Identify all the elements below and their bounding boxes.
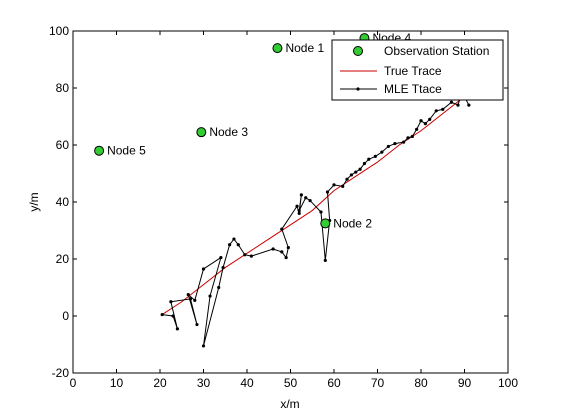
mle-trace-point	[467, 103, 471, 107]
mle-trace-point	[280, 227, 284, 231]
true-trace-line	[161, 73, 487, 315]
x-tick-label: 10	[110, 376, 124, 390]
mle-trace-point	[402, 140, 406, 144]
mle-trace-point	[219, 255, 223, 260]
mle-trace-point	[243, 253, 247, 257]
mle-trace-point	[341, 184, 345, 188]
mle-trace-point	[386, 144, 390, 149]
mle-trace-point	[236, 243, 240, 247]
station-label: Node 1	[285, 41, 324, 55]
station-marker	[320, 218, 331, 229]
mle-trace-point	[186, 293, 190, 297]
station-marker	[196, 127, 207, 138]
mle-trace-point	[456, 103, 460, 107]
x-tick-label: 70	[371, 376, 385, 390]
mle-trace-point	[308, 198, 312, 203]
mle-trace-point	[358, 167, 362, 171]
mle-trace-point	[249, 254, 253, 258]
legend: Observation Station True Trace MLE Ttace	[331, 39, 504, 101]
legend-true-label: True Trace	[384, 64, 442, 78]
station-marker	[272, 43, 283, 54]
mle-trace-point	[423, 122, 427, 126]
mle-trace-point	[354, 170, 358, 174]
x-tick-label: 60	[327, 376, 341, 390]
mle-trace-point	[428, 117, 432, 121]
mle-trace-point	[319, 210, 323, 214]
y-tick-label: 100	[49, 24, 69, 38]
mle-trace-point	[228, 243, 232, 247]
mle-trace-point	[349, 173, 353, 177]
mle-trace-point	[419, 119, 423, 123]
station-marker	[94, 145, 105, 156]
y-tick-label: 20	[56, 252, 70, 266]
mle-trace-point	[297, 211, 301, 215]
y-axis-label: y/m	[27, 192, 41, 211]
x-tick-label: 0	[70, 376, 77, 390]
mle-trace-point	[299, 193, 303, 197]
x-tick-label: 50	[284, 376, 298, 390]
mle-trace-point	[297, 208, 301, 213]
mle-trace-point	[193, 298, 197, 302]
mle-trace-point	[188, 297, 193, 301]
mle-trace-point	[208, 294, 212, 298]
mle-trace-point	[332, 183, 336, 187]
mle-trace-series	[160, 94, 471, 348]
y-tick-label: -20	[52, 366, 70, 380]
mle-trace-point	[201, 344, 206, 348]
mle-trace-point	[286, 246, 290, 250]
x-tick-label: 90	[458, 376, 472, 390]
station-label: Node 2	[333, 216, 372, 230]
mle-trace-point	[449, 100, 454, 104]
station-label: Node 5	[107, 144, 146, 158]
mle-trace-point	[373, 154, 377, 158]
mle-trace-point	[410, 134, 414, 139]
mle-trace-point	[323, 258, 327, 263]
x-tick-label: 100	[498, 376, 518, 390]
x-tick-label: 80	[414, 376, 428, 390]
mle-trace-point	[393, 141, 397, 146]
x-tick-label: 40	[240, 376, 254, 390]
mle-trace-point	[232, 237, 236, 241]
mle-trace-point	[406, 136, 410, 140]
true-trace-series	[161, 73, 487, 315]
mle-trace-point	[171, 314, 175, 318]
mle-trace-point	[271, 247, 275, 251]
mle-trace-point	[195, 322, 199, 327]
mle-trace-point	[415, 127, 419, 131]
mle-trace-point	[221, 265, 225, 270]
mle-trace-point	[295, 204, 299, 208]
mle-trace-point	[380, 150, 384, 154]
mle-trace-point	[160, 312, 164, 317]
y-tick-label: 60	[56, 138, 70, 152]
mle-trace-point	[304, 196, 308, 200]
mle-trace-point	[362, 161, 367, 166]
legend-station-label: Observation Station	[384, 44, 489, 58]
mle-trace-point	[284, 255, 288, 260]
x-tick-label: 30	[197, 376, 211, 390]
legend-mle-marker	[356, 87, 360, 91]
mle-trace-point	[169, 300, 173, 304]
y-tick-label: 80	[56, 81, 70, 95]
y-tick-label: 40	[56, 195, 70, 209]
y-tick-label: 0	[62, 309, 69, 323]
legend-station-marker	[353, 46, 363, 56]
x-axis-label: x/m	[280, 397, 299, 411]
mle-trace-point	[175, 327, 179, 331]
mle-trace-point	[325, 190, 330, 194]
legend-mle-label: MLE Ttace	[384, 82, 442, 96]
mle-trace-point	[345, 177, 349, 181]
station-label: Node 3	[209, 125, 248, 139]
x-tick-label: 20	[153, 376, 167, 390]
mle-trace-point	[217, 285, 221, 290]
mle-trace-point	[367, 157, 371, 161]
mle-trace-point	[201, 267, 206, 271]
mle-trace-point	[280, 250, 284, 254]
mle-trace-point	[434, 109, 438, 113]
mle-trace-point	[441, 107, 445, 111]
